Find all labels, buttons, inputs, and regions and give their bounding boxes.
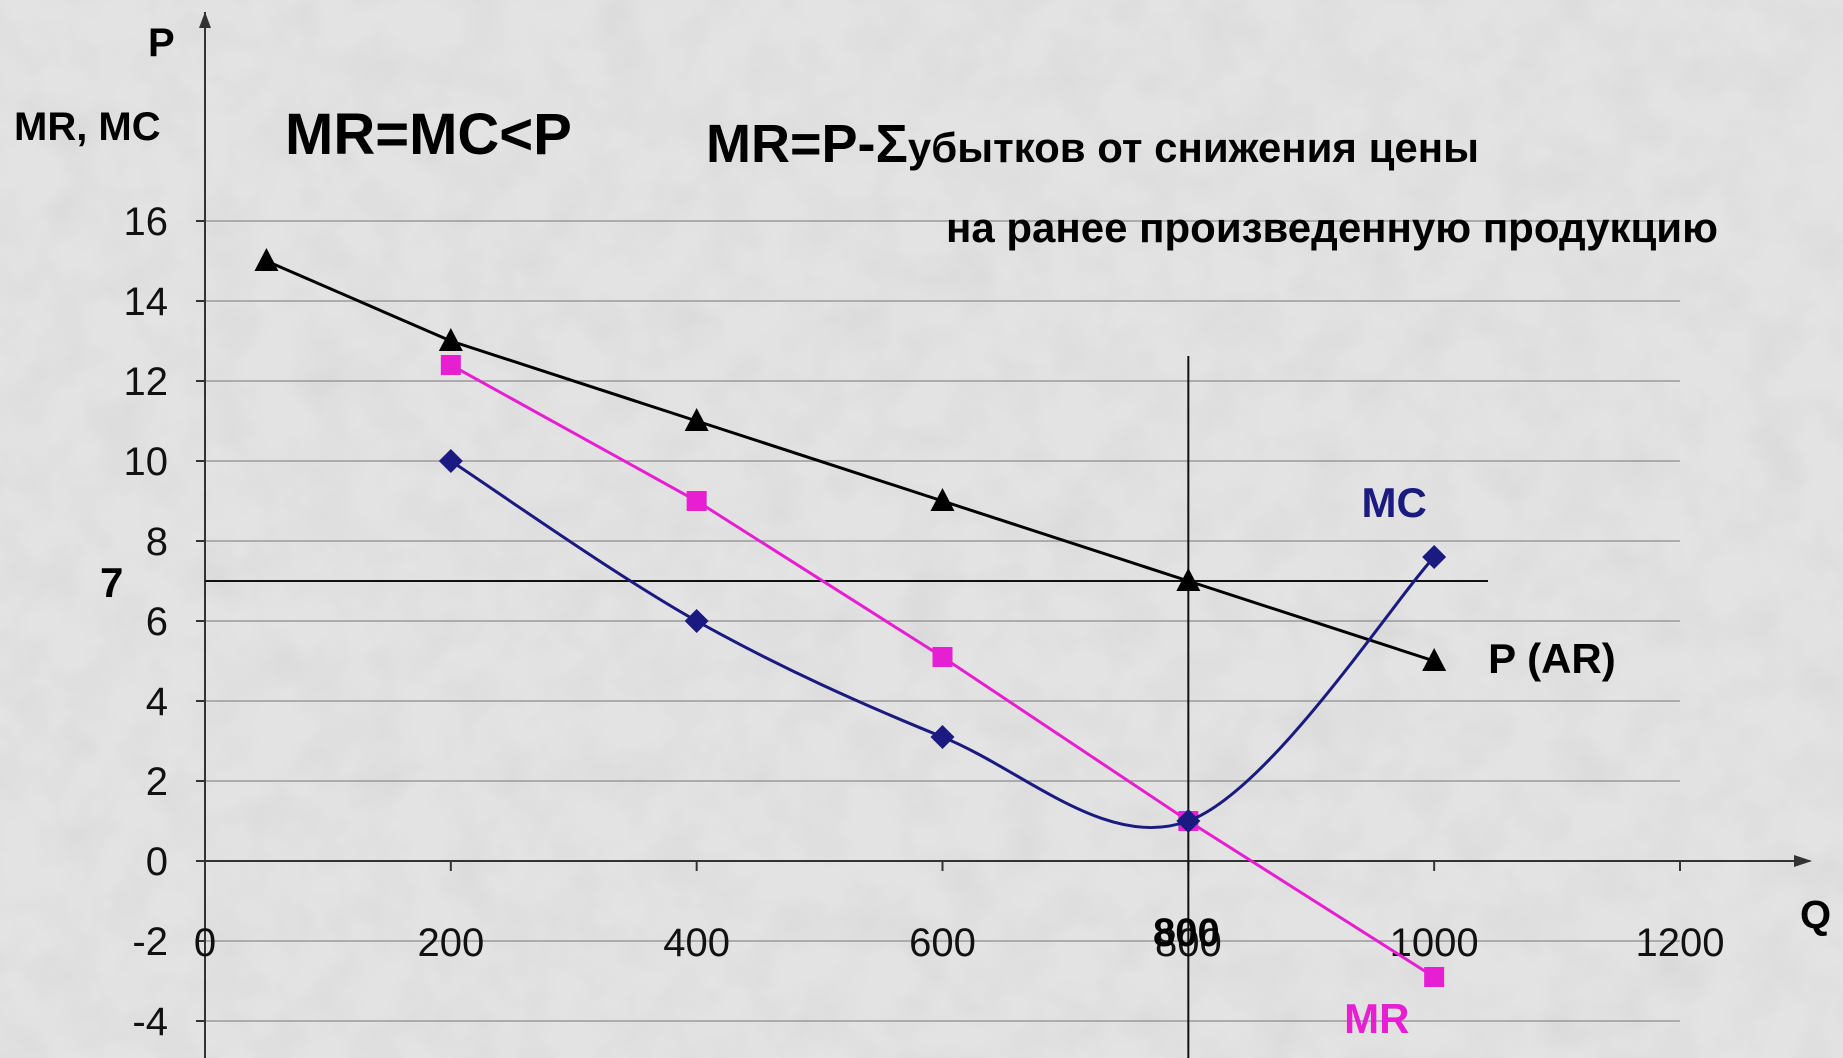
series-line-p-ar [265, 259, 1435, 663]
y-axis-label: MR, MC [14, 105, 161, 149]
y-tick-label-6: 8 [146, 520, 168, 564]
y-axis-label-top: P [148, 21, 175, 65]
x-tick-label-1: 200 [417, 921, 484, 965]
series-mc: MC [438, 449, 1447, 833]
data-point-p-ar-2 [684, 408, 709, 431]
data-point-mr-2 [932, 647, 953, 667]
x-tick-label-6: 1200 [1636, 921, 1725, 965]
y-tick-label-0: -4 [132, 1000, 168, 1044]
series-mr: MR [440, 355, 1445, 1042]
formula-annotation-line2: на ранее произведенную продукцию [946, 204, 1718, 251]
data-point-mc-3 [1176, 809, 1201, 833]
series-p-ar: P (AR) [254, 248, 1616, 682]
data-point-mr-4 [1424, 967, 1445, 987]
series-label-mr: MR [1344, 995, 1409, 1042]
grid [205, 220, 1680, 1022]
formula-main: MR=P-Σ [706, 114, 908, 174]
data-point-mc-0 [438, 449, 463, 473]
y-tick-label-8: 12 [124, 360, 169, 404]
data-point-p-ar-0 [254, 248, 279, 271]
y-tick-label-9: 14 [124, 280, 169, 324]
y-tick-label-1: -2 [132, 920, 168, 964]
data-point-p-ar-4 [1176, 568, 1201, 591]
x-tick-label-2: 400 [663, 921, 730, 965]
formula-sub: убытков от снижения цены [908, 124, 1479, 171]
x-tick-label-0: 0 [194, 921, 216, 965]
y-tick-label-5: 6 [146, 600, 168, 644]
labels: P MR, MC Q MR=MC<P MR=P-Σубытков от сниж… [14, 21, 1831, 937]
x-axis-arrow [1794, 855, 1812, 867]
data-point-p-ar-1 [438, 328, 463, 351]
y-tick-label-4: 4 [146, 680, 168, 724]
data-point-mr-1 [686, 491, 707, 511]
x-axis-label: Q [1800, 893, 1831, 937]
y-axis-arrow [199, 12, 211, 28]
x-tick-label-3: 600 [909, 921, 976, 965]
y-tick-label-3: 2 [146, 760, 168, 804]
y-tick-label-2: 0 [146, 840, 168, 884]
formula-annotation: MR=P-Σубытков от снижения цены [706, 114, 1479, 174]
data-point-mc-4 [1422, 545, 1447, 569]
data-point-mc-1 [684, 609, 709, 633]
data-point-p-ar-3 [930, 488, 955, 511]
data-point-mc-2 [930, 725, 955, 749]
series-label-p-ar: P (AR) [1488, 635, 1616, 682]
condition-annotation: MR=MC<P [285, 102, 572, 167]
reference-label-vertical: 800 [1153, 911, 1220, 955]
y-tick-label-7: 10 [124, 440, 169, 484]
series-label-mc: MC [1362, 479, 1427, 526]
data-point-p-ar-5 [1422, 648, 1447, 671]
y-tick-label-10: 16 [124, 200, 169, 244]
series: P (AR) MR MC [254, 248, 1616, 1042]
reference-label-horizontal: 7 [100, 559, 123, 606]
data-point-mr-0 [440, 355, 461, 375]
